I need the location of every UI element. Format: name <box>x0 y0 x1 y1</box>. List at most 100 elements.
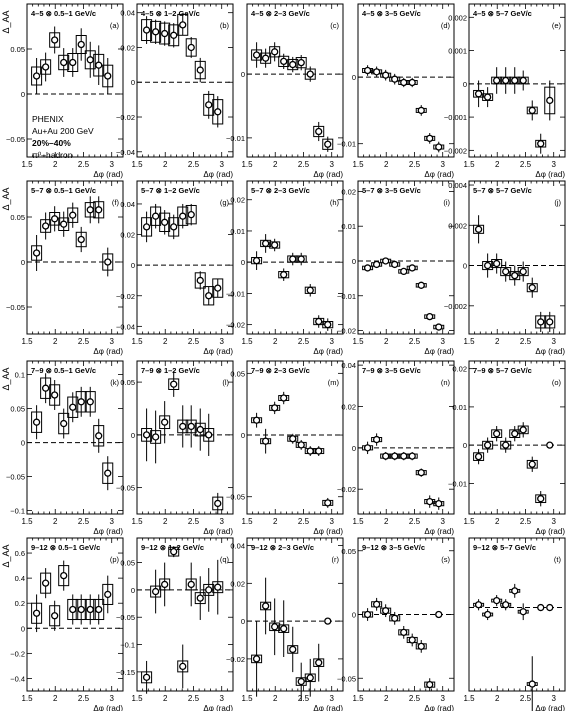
data-point <box>473 599 485 611</box>
data-point <box>212 278 224 298</box>
sys-error-box <box>185 419 197 434</box>
data-point <box>159 562 171 607</box>
y-tick-label: −0.05 <box>116 484 135 493</box>
panel-tag: (j) <box>554 198 561 207</box>
data-marker <box>104 258 112 266</box>
panel-frame <box>26 537 124 692</box>
sys-error-box <box>185 204 197 225</box>
data-point <box>491 67 503 94</box>
data-point <box>185 203 197 226</box>
sys-error-box <box>40 219 52 233</box>
sys-error-box <box>75 231 87 248</box>
data-point <box>141 16 153 44</box>
y-axis-label: Δ_AA <box>1 367 11 390</box>
x-tick-label: 2 <box>273 517 278 526</box>
sys-error-box <box>31 602 43 624</box>
data-marker <box>271 623 279 631</box>
x-tick-label: 3 <box>219 337 224 346</box>
x-tick-label: 3 <box>440 694 445 703</box>
data-point <box>380 69 392 81</box>
data-point <box>168 214 180 240</box>
x-tick-label: 2.5 <box>520 160 532 169</box>
data-marker <box>252 51 261 59</box>
panel-tag: (n) <box>441 378 451 387</box>
data-marker <box>306 447 314 455</box>
x-axis-label: Δφ (rad) <box>203 347 233 356</box>
data-point <box>473 448 485 465</box>
data-point <box>278 600 290 657</box>
data-marker <box>372 68 381 76</box>
data-marker <box>161 218 169 226</box>
data-marker <box>297 441 305 449</box>
data-marker <box>86 605 94 614</box>
data-marker <box>214 499 222 508</box>
data-marker <box>519 267 527 276</box>
data-point <box>168 371 180 397</box>
x-tick-label: 1.5 <box>352 694 364 703</box>
data-point <box>526 277 538 298</box>
sys-error-box <box>185 578 197 591</box>
x-axis-label: Δφ (rad) <box>93 170 123 179</box>
sys-error-box <box>168 546 180 557</box>
data-point <box>93 196 105 224</box>
data-point <box>371 597 383 611</box>
y-tick-label: 0 <box>131 431 135 440</box>
data-marker <box>151 587 160 596</box>
y-tick-label: −0.15 <box>116 668 135 677</box>
data-point <box>93 418 105 453</box>
y-tick-label: 0 <box>241 70 245 79</box>
sys-error-box <box>168 217 180 237</box>
data-marker <box>187 43 195 52</box>
data-marker <box>196 276 204 285</box>
x-tick-label: 2 <box>53 517 58 526</box>
x-tick-label: 2.5 <box>188 337 200 346</box>
sys-error-box <box>58 217 70 231</box>
x-tick-label: 2.5 <box>520 694 532 703</box>
data-point <box>500 437 512 453</box>
y-tick-label: −0.05 <box>6 303 25 312</box>
data-marker <box>289 435 297 443</box>
sys-error-box <box>473 224 485 234</box>
sys-error-box <box>150 430 162 444</box>
data-marker <box>382 607 390 615</box>
data-marker <box>179 212 187 220</box>
data-point <box>406 451 418 461</box>
panel-title: 9–12 ⊗ 0.5–1 GeV/c <box>31 543 100 552</box>
x-axis-label: Δφ (rad) <box>93 347 123 356</box>
data-point <box>84 386 96 417</box>
sys-error-box <box>212 496 224 511</box>
data-point <box>102 247 114 277</box>
data-point <box>389 611 401 625</box>
panel-n: 1.5 2 2.5 3Δφ (rad) −0.02 0 0.02 0.04 7–9 ⊗ 3–5 … <box>337 360 455 536</box>
data-point <box>406 77 418 88</box>
sys-error-box <box>251 49 263 61</box>
data-point <box>185 562 197 607</box>
x-tick-label: 2.5 <box>78 694 90 703</box>
y-tick-label: −0.1 <box>10 507 25 516</box>
sys-error-box <box>177 206 189 226</box>
data-marker <box>391 75 399 83</box>
y-tick-label: 0.01 <box>230 227 245 236</box>
data-marker <box>51 36 59 44</box>
y-tick-label: 0.2 <box>15 599 25 608</box>
y-tick-label: 0.6 <box>15 549 25 558</box>
sys-error-box <box>482 261 494 271</box>
sys-error-box <box>177 13 189 36</box>
data-marker <box>280 271 288 279</box>
x-tick-label: 1.5 <box>241 160 253 169</box>
data-marker <box>196 66 204 74</box>
data-point <box>304 66 316 82</box>
sys-error-box <box>141 671 153 684</box>
data-marker <box>161 418 169 426</box>
data-marker <box>324 617 332 625</box>
sys-error-box <box>544 315 556 329</box>
data-marker <box>142 223 151 231</box>
sys-error-box <box>141 428 153 442</box>
data-point <box>141 660 153 694</box>
data-marker <box>528 284 536 292</box>
panel-frame <box>357 180 455 335</box>
data-marker <box>306 286 314 294</box>
data-marker <box>142 673 151 681</box>
x-tick-label: 2.5 <box>409 517 421 526</box>
data-marker <box>142 26 151 34</box>
